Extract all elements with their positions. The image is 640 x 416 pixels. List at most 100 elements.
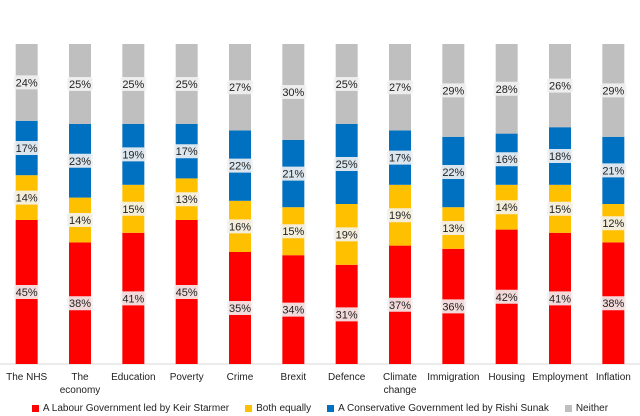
data-label-background	[600, 83, 627, 98]
data-label-background	[600, 296, 627, 311]
legend-item-both: Both equally	[245, 403, 311, 414]
data-label-text: 17%	[176, 146, 198, 158]
data-label: 38%	[600, 296, 627, 311]
data-label: 25%	[67, 77, 93, 91]
data-label-background	[600, 163, 627, 178]
data-label-background	[440, 83, 467, 98]
category-label: Immigration	[427, 372, 479, 383]
data-label-text: 34%	[282, 305, 304, 317]
data-label-text: 25%	[122, 79, 144, 91]
data-label: 22%	[440, 165, 467, 179]
data-label-background	[227, 80, 253, 95]
data-label-background	[493, 200, 520, 215]
data-label-background	[547, 291, 573, 306]
data-label-text: 17%	[389, 153, 411, 165]
data-label-text: 45%	[16, 287, 38, 299]
data-label-text: 21%	[282, 169, 304, 181]
data-label-background	[493, 81, 520, 96]
data-label-text: 19%	[389, 210, 411, 222]
data-label-text: 12%	[602, 218, 624, 230]
category-labels-group: The NHS The economy Education Poverty Crime Br…	[6, 372, 631, 396]
legend-swatch-labour	[31, 404, 39, 412]
data-label: 16%	[493, 152, 520, 167]
data-label-background	[333, 157, 360, 171]
data-label: 23%	[67, 153, 93, 168]
legend-label-labour: A Labour Government led by Keir Starmer	[42, 402, 230, 414]
data-label: 18%	[547, 149, 573, 163]
data-label: 29%	[440, 83, 467, 98]
data-label-background	[440, 165, 467, 179]
data-label-text: 22%	[229, 161, 251, 173]
data-label-text: 45%	[176, 287, 198, 299]
data-label: 17%	[13, 141, 40, 155]
data-label-background	[173, 144, 200, 159]
data-label-text: 38%	[69, 298, 91, 310]
bars-group	[15, 44, 625, 364]
data-label-text: 25%	[69, 79, 91, 91]
data-label: 14%	[13, 190, 40, 205]
data-label: 34%	[280, 302, 307, 317]
data-label-background	[173, 285, 200, 299]
data-label-text: 42%	[496, 292, 518, 304]
data-label: 13%	[440, 221, 467, 235]
legend-label-both: Both equally	[256, 402, 312, 414]
data-label-text: 29%	[442, 85, 464, 97]
data-label: 30%	[280, 85, 307, 99]
legend-item-conservative: A Conservative Government led by Rishi S…	[327, 403, 549, 414]
data-label-background	[67, 77, 93, 91]
data-label-background	[547, 78, 573, 93]
data-label: 13%	[173, 192, 200, 207]
data-label-background	[67, 153, 93, 168]
data-label-background	[280, 302, 307, 317]
data-label: 14%	[493, 200, 520, 215]
data-label-text: 28%	[496, 84, 518, 96]
data-label-text: 22%	[442, 167, 464, 179]
category-label: Inflation	[596, 372, 631, 383]
category-label: Poverty	[170, 372, 204, 383]
data-label: 25%	[120, 77, 147, 91]
data-label-text: 19%	[122, 149, 144, 161]
data-label-background	[67, 213, 93, 227]
data-label: 25%	[333, 77, 360, 91]
data-label-text: 23%	[69, 156, 91, 168]
data-label-background	[333, 307, 360, 322]
data-labels-group: 45% 14% 17% 24% 38% 14% 23% 25% 41% 15% 19% 25% 45% 1…	[13, 75, 627, 322]
data-label: 19%	[387, 208, 413, 223]
data-label: 27%	[387, 80, 413, 95]
data-label-text: 17%	[16, 143, 38, 155]
data-label-text: 13%	[442, 223, 464, 235]
data-label-text: 35%	[229, 303, 251, 315]
data-label: 41%	[120, 291, 147, 306]
data-label-text: 15%	[122, 204, 144, 216]
data-label-background	[13, 190, 40, 205]
data-label-text: 41%	[122, 293, 144, 305]
data-label-background	[173, 77, 200, 91]
data-label-background	[600, 216, 627, 231]
data-label: 17%	[173, 144, 200, 159]
data-label-background	[227, 219, 253, 234]
data-label: 21%	[280, 166, 307, 181]
data-label-text: 25%	[336, 79, 358, 91]
data-label: 16%	[227, 219, 253, 234]
data-label-text: 14%	[496, 202, 518, 214]
data-label-text: 24%	[16, 77, 38, 89]
data-label-text: 31%	[336, 309, 358, 321]
data-label-text: 25%	[176, 79, 198, 91]
category-label: Climate change	[383, 372, 417, 396]
data-label-background	[13, 141, 40, 155]
data-label-background	[173, 192, 200, 207]
data-label: 25%	[333, 157, 360, 171]
data-label-text: 18%	[549, 151, 571, 163]
data-label-background	[387, 150, 413, 165]
data-label-text: 15%	[282, 226, 304, 238]
data-label-background	[67, 296, 93, 311]
data-label-text: 14%	[69, 215, 91, 227]
data-label-background	[387, 80, 413, 95]
data-label: 19%	[333, 227, 360, 242]
data-label-text: 38%	[602, 298, 624, 310]
data-label: 26%	[547, 78, 573, 93]
legend: A Labour Government led by Keir Starmer …	[0, 400, 640, 416]
data-label: 45%	[13, 285, 40, 299]
data-label-background	[13, 285, 40, 299]
data-label: 29%	[600, 83, 627, 98]
